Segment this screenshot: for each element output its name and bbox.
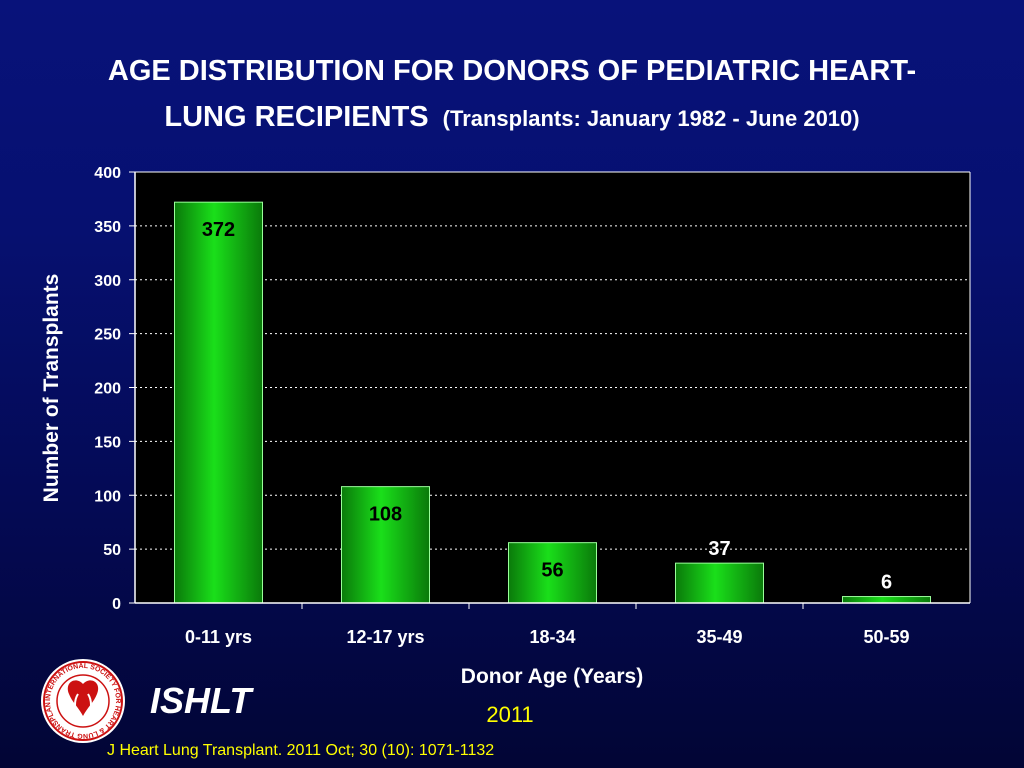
citation: J Heart Lung Transplant. 2011 Oct; 30 (1… [107, 742, 495, 759]
gridlines [135, 225, 970, 550]
data-label: 37 [708, 538, 730, 560]
data-label: 372 [202, 219, 235, 241]
y-tick-labels: 0 50 100 150 200 250 300 350 400 [94, 165, 121, 613]
y-tick-label: 200 [94, 381, 121, 398]
y-tick-label: 350 [94, 219, 121, 236]
y-tick-label: 50 [103, 542, 121, 559]
axes [129, 171, 971, 609]
title-line-1: AGE DISTRIBUTION FOR DONORS OF PEDIATRIC… [107, 55, 917, 87]
y-tick-label: 300 [94, 273, 121, 290]
bar-18-34 [508, 542, 597, 604]
y-tick-label: 150 [94, 434, 121, 451]
org-name: ISHLT [150, 680, 252, 721]
bar-35-49 [675, 562, 764, 604]
chart-title: AGE DISTRIBUTION FOR DONORS OF PEDIATRIC… [20, 48, 1004, 142]
bar-0-11-yrs [174, 201, 263, 604]
x-tick-label: 12-17 yrs [346, 627, 424, 647]
x-tick-label: 35-49 [696, 627, 742, 647]
data-label: 6 [881, 572, 892, 594]
y-tick-label: 100 [94, 488, 121, 505]
data-labels: 372 108 56 37 6 [202, 219, 892, 593]
x-tick-label: 18-34 [529, 627, 575, 647]
y-tick-label: 400 [94, 165, 121, 182]
y-tick-label: 250 [94, 327, 121, 344]
data-label: 56 [541, 560, 563, 582]
chart-subtitle: (Transplants: January 1982 - June 2010) [442, 106, 860, 131]
bar-50-59 [842, 596, 931, 604]
y-axis-label: Number of Transplants [40, 273, 63, 503]
y-tick-label: 0 [112, 596, 121, 613]
x-axis-label: Donor Age (Years) [460, 665, 644, 688]
data-label: 108 [369, 504, 402, 526]
title-line-2: LUNG RECIPIENTS (Transplants: January 198… [20, 94, 1004, 142]
ishlt-logo-icon: INTERNATIONAL SOCIETY FOR HEART & LUNG T… [40, 658, 125, 743]
year-label: 2011 [486, 702, 534, 727]
x-tick-label: 0-11 yrs [185, 627, 252, 647]
x-tick-label: 50-59 [863, 627, 909, 647]
title-line-2-text: LUNG RECIPIENTS [164, 101, 429, 133]
x-tick-labels: 0-11 yrs 12-17 yrs 18-34 35-49 50-59 [185, 627, 910, 647]
